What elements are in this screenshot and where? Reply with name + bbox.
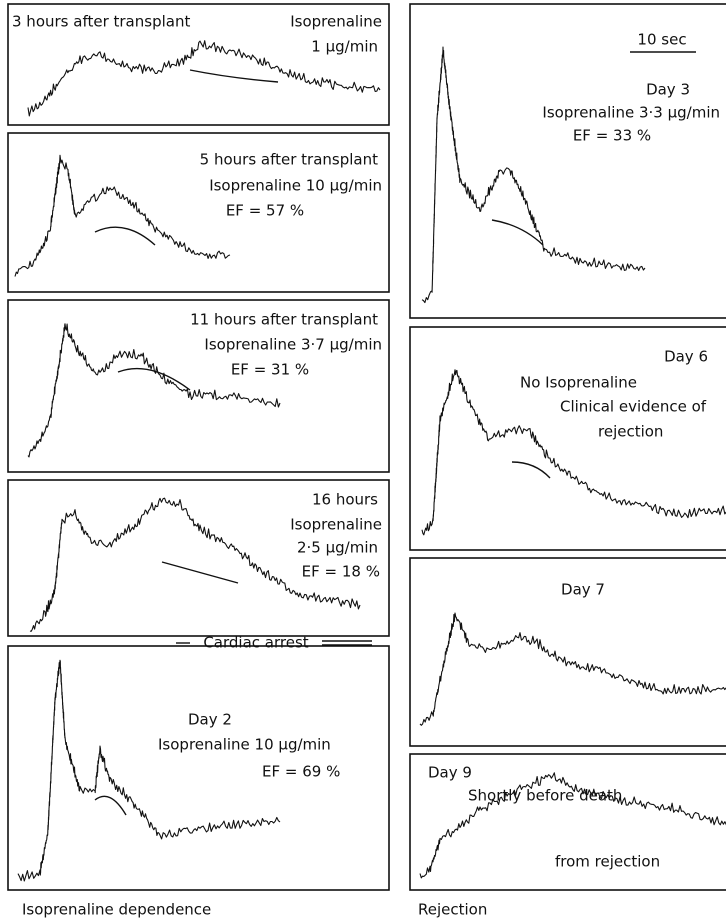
label: 1 μg/min <box>311 38 378 56</box>
panel-frame <box>409 753 726 891</box>
label: EF = 69 % <box>262 763 340 781</box>
reference-curve <box>117 367 191 391</box>
label: Isoprenaline 10 μg/min <box>158 736 331 754</box>
label: EF = 33 % <box>573 127 651 145</box>
label: No Isoprenaline <box>520 374 637 392</box>
panel-frame <box>409 3 726 319</box>
reference-curve <box>94 226 156 246</box>
reference-curve <box>511 461 551 479</box>
label: Isoprenaline <box>290 13 382 31</box>
label: 3 hours after transplant <box>12 13 190 31</box>
panel-frame <box>7 3 390 126</box>
panel-frame <box>7 132 390 293</box>
label: Day 6 <box>664 348 708 366</box>
pressure-trace <box>27 40 381 117</box>
label: 10 sec <box>637 31 686 49</box>
pressure-trace <box>419 772 726 879</box>
label: Isoprenaline 3·7 μg/min <box>204 336 382 354</box>
label: EF = 57 % <box>226 202 304 220</box>
pressure-trace <box>421 369 726 536</box>
panel-frame <box>7 479 390 637</box>
pressure-trace <box>27 323 281 458</box>
caption: Rejection <box>418 901 487 919</box>
label: 16 hours <box>312 491 378 509</box>
label: Day 2 <box>188 711 232 729</box>
caption: Isoprenaline dependence <box>22 901 211 919</box>
label: Day 3 <box>646 81 690 99</box>
label: Isoprenaline <box>290 516 382 534</box>
label: Cardiac arrest <box>203 634 308 652</box>
label: Isoprenaline 3·3 μg/min <box>542 104 720 122</box>
label: Clinical evidence of <box>560 398 707 416</box>
reference-curve <box>161 561 239 584</box>
label: rejection <box>598 423 663 441</box>
label: Day 7 <box>561 581 605 599</box>
pressure-trace <box>14 154 231 277</box>
reference-curve <box>491 219 544 246</box>
panel-frame <box>409 326 726 551</box>
label: Isoprenaline 10 μg/min <box>209 177 382 195</box>
reference-curve <box>189 69 279 83</box>
label: Day 9 <box>428 764 472 782</box>
panel-frame <box>409 557 726 747</box>
label: from rejection <box>555 853 660 871</box>
label: 5 hours after transplant <box>200 151 378 169</box>
label: 2·5 μg/min <box>297 539 378 557</box>
panel-frame <box>7 645 390 891</box>
panel-frame <box>7 299 390 473</box>
label: EF = 18 % <box>302 563 380 581</box>
pressure-trace <box>421 46 646 304</box>
pressure-trace <box>419 612 726 726</box>
reference-curve <box>94 795 127 816</box>
pressure-trace <box>29 497 361 632</box>
label: EF = 31 % <box>231 361 309 379</box>
label: 11 hours after transplant <box>190 311 378 329</box>
pressure-trace <box>17 659 281 882</box>
